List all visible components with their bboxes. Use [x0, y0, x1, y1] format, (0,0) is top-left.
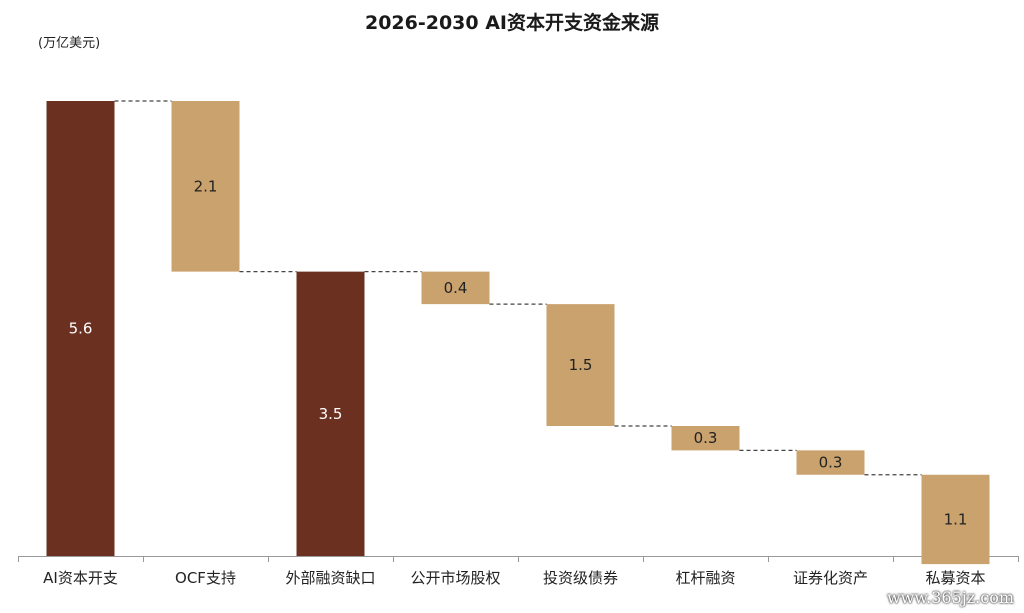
x-tick-label-8: 私募资本	[925, 569, 985, 587]
bar-5	[546, 304, 615, 426]
bar-2	[171, 101, 240, 272]
bar-4	[421, 271, 490, 305]
x-tick-label-6: 杠杆融资	[675, 569, 735, 587]
unit-label: (万亿美元)	[38, 36, 101, 51]
data-label-8: 1.1	[944, 510, 968, 528]
x-tick-label-2: OCF支持	[175, 569, 236, 587]
x-tick-label-4: 公开市场股权	[410, 569, 500, 587]
bar-1	[46, 101, 115, 556]
x-tick-label-7: 证券化资产	[793, 569, 868, 587]
data-label-7: 0.3	[819, 454, 843, 472]
watermark: www.365jz.com	[886, 588, 1014, 607]
x-tick-label-3: 外部融资缺口	[285, 569, 375, 587]
data-label-5: 1.5	[569, 356, 593, 374]
data-label-2: 2.1	[194, 177, 218, 195]
x-tick-label-5: 投资级债券	[543, 569, 618, 587]
bar-8	[921, 474, 990, 565]
bar-7	[796, 450, 865, 475]
x-tick-label-1: AI资本开支	[43, 569, 118, 587]
bar-6	[671, 426, 740, 451]
data-label-4: 0.4	[444, 279, 468, 297]
data-label-6: 0.3	[694, 429, 718, 447]
data-label-1: 5.6	[69, 320, 93, 338]
data-label-3: 3.5	[319, 405, 343, 423]
chart-title: 2026-2030 AI资本开支资金来源	[364, 12, 660, 34]
bar-3	[296, 271, 365, 556]
